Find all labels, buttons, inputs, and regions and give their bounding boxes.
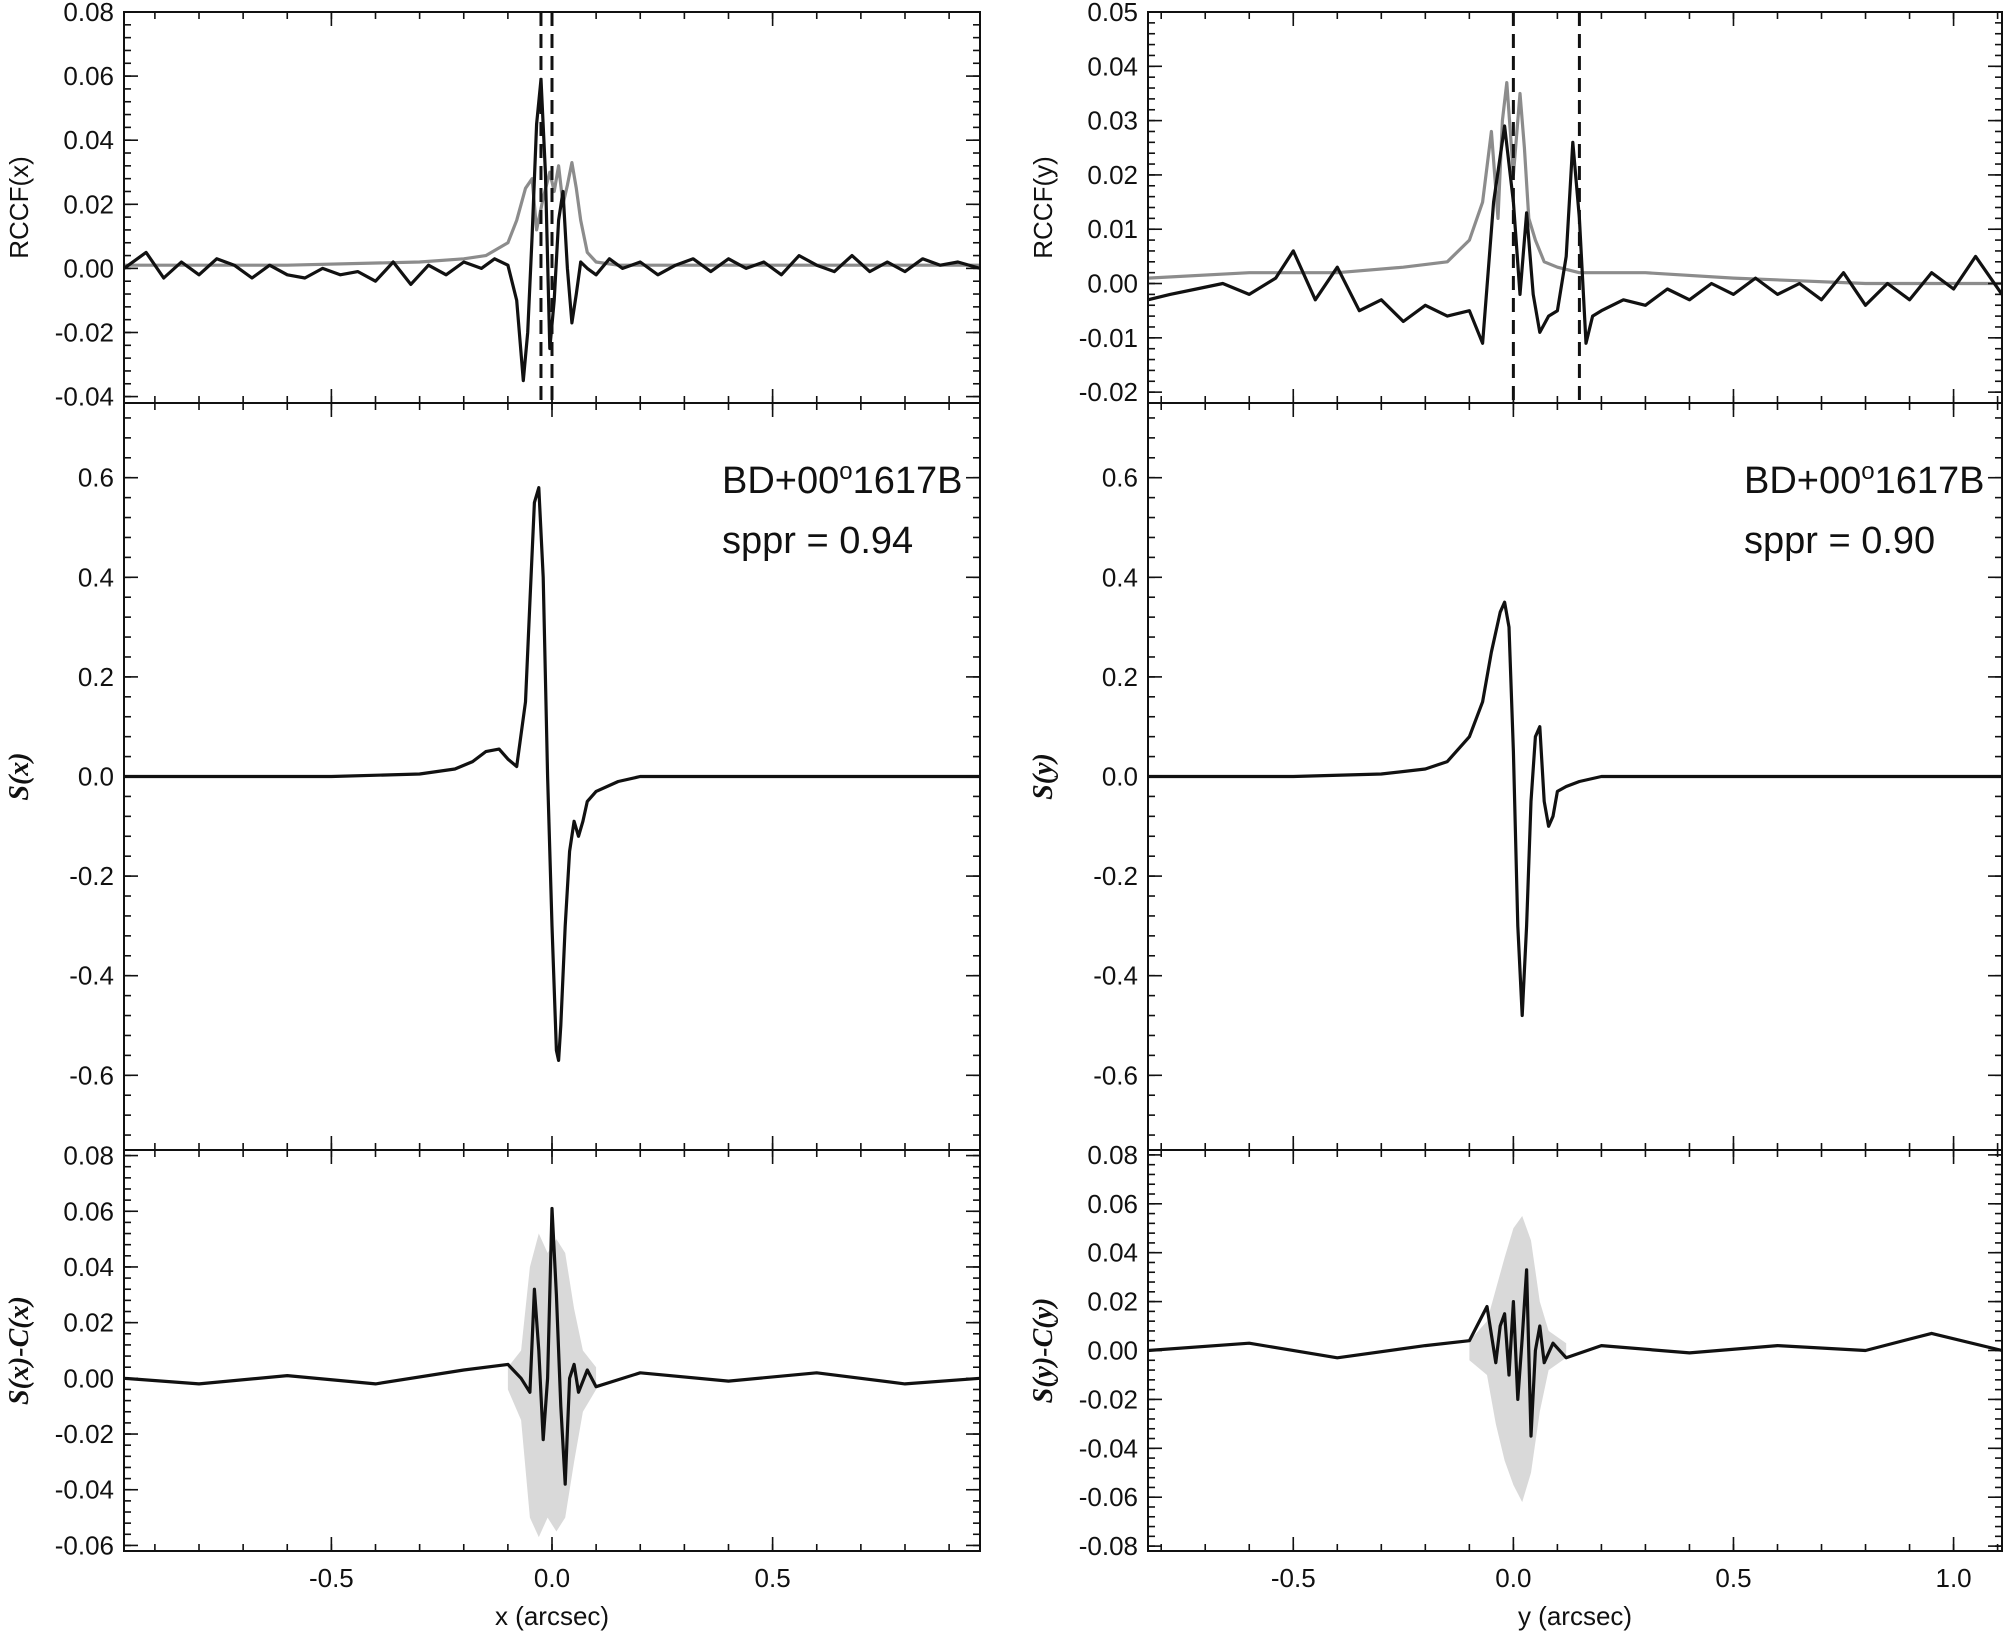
y-tick-label: 0.6 xyxy=(1102,463,1138,493)
y-tick-label: 0.0 xyxy=(78,762,114,792)
y-tick-label: -0.04 xyxy=(55,382,114,412)
y-tick-label: 0.04 xyxy=(1087,1238,1138,1268)
x-axis-title: x (arcsec) xyxy=(495,1601,609,1631)
uncertainty-band xyxy=(1469,1216,1567,1503)
y-tick-label: 0.08 xyxy=(63,1141,114,1171)
y-tick-label: 0.2 xyxy=(1102,662,1138,692)
y-axis-title: S(x)-C(x) xyxy=(4,1296,35,1405)
y-tick-label: 0.00 xyxy=(63,253,114,283)
y-tick-label: 0.05 xyxy=(1087,0,1138,27)
y-tick-label: 0.08 xyxy=(63,0,114,27)
y-tick-label: -0.04 xyxy=(55,1475,114,1505)
uncertainty-band xyxy=(507,1233,597,1538)
y-tick-label: 0.08 xyxy=(1087,1140,1138,1170)
series-line xyxy=(1148,124,2002,345)
panel-frame xyxy=(1147,1149,2003,1552)
y-tick-label: -0.01 xyxy=(1079,323,1138,353)
x-axis-title: y (arcsec) xyxy=(1518,1601,1632,1631)
x-tick-label: 0.0 xyxy=(534,1563,570,1593)
x-tick-label: -0.5 xyxy=(309,1563,354,1593)
y-tick-label: -0.02 xyxy=(55,317,114,347)
y-tick-label: 0.04 xyxy=(1087,51,1138,81)
y-tick-label: 0.01 xyxy=(1087,214,1138,244)
series-line xyxy=(124,1206,980,1486)
y-axis-title: RCCF(x) xyxy=(4,156,34,259)
panel-left-bottom: -0.06 -0.04 -0.02 0.00 0.02 0.04 0.06 0.08 -0.5 0… xyxy=(4,1141,981,1631)
y-axis-title: S(y)-C(y) xyxy=(1028,1298,1059,1404)
panel-left-middle: -0.6 -0.4 -0.2 0.0 0.2 0.4 0.6 S(x) BD+00o1617B s… xyxy=(4,402,981,1151)
y-tick-label: 0.00 xyxy=(63,1363,114,1393)
panel-right-middle: -0.6 -0.4 -0.2 0.0 0.2 0.4 0.6 S(y) BD+00o1617B s… xyxy=(1028,402,2003,1151)
y-tick-label: 0.06 xyxy=(63,1196,114,1226)
y-tick-label: -0.02 xyxy=(1079,1384,1138,1414)
x-tick-label: 1.0 xyxy=(1935,1563,1971,1593)
sppr-label: sppr = 0.90 xyxy=(1744,520,1935,562)
y-tick-label: 0.4 xyxy=(78,562,114,592)
y-tick-label: 0.02 xyxy=(63,189,114,219)
y-tick-label: 0.04 xyxy=(63,125,114,155)
series-line xyxy=(1148,1268,2002,1438)
panel-frame xyxy=(1147,11,2003,404)
x-tick-label: 0.0 xyxy=(1495,1563,1531,1593)
y-tick-label: 0.06 xyxy=(63,61,114,91)
y-tick-label: -0.08 xyxy=(1079,1531,1138,1561)
y-tick-label: -0.6 xyxy=(1093,1060,1138,1090)
series-line xyxy=(1148,600,2002,1018)
y-tick-label: -0.2 xyxy=(1093,861,1138,891)
panel-right-top: -0.02 -0.01 0.00 0.01 0.02 0.03 0.04 0.05 RCCF(y… xyxy=(1028,0,2003,407)
x-tick-label: 0.5 xyxy=(1715,1563,1751,1593)
x-tick-label: 0.5 xyxy=(755,1563,791,1593)
y-tick-label: 0.0 xyxy=(1102,762,1138,792)
y-axis-title: S(x) xyxy=(4,752,35,800)
y-tick-label: 0.00 xyxy=(1087,269,1138,299)
y-tick-label: -0.6 xyxy=(69,1060,114,1090)
y-axis-title: S(y) xyxy=(1028,753,1059,800)
y-tick-label: -0.06 xyxy=(55,1530,114,1560)
y-tick-label: -0.2 xyxy=(69,861,114,891)
y-tick-label: 0.06 xyxy=(1087,1189,1138,1219)
y-tick-label: 0.4 xyxy=(1102,562,1138,592)
y-tick-label: -0.06 xyxy=(1079,1482,1138,1512)
y-tick-label: 0.6 xyxy=(78,463,114,493)
y-tick-label: 0.04 xyxy=(63,1252,114,1282)
y-tick-label: -0.02 xyxy=(55,1419,114,1449)
y-tick-label: 0.02 xyxy=(1087,160,1138,190)
y-tick-label: 0.2 xyxy=(78,662,114,692)
panel-left-top: -0.04 -0.02 0.00 0.02 0.04 0.06 0.08 RCCF(x) xyxy=(4,0,981,412)
series-line xyxy=(124,161,980,267)
y-axis-title: RCCF(y) xyxy=(1028,156,1058,259)
y-tick-label: 0.02 xyxy=(63,1308,114,1338)
y-tick-label: 0.02 xyxy=(1087,1287,1138,1317)
y-tick-label: 0.03 xyxy=(1087,106,1138,136)
star-name-label: BD+00o1617B xyxy=(1744,458,1985,502)
x-tick-label: -0.5 xyxy=(1271,1563,1316,1593)
y-tick-label: -0.4 xyxy=(69,961,114,991)
y-tick-label: -0.04 xyxy=(1079,1433,1138,1463)
y-tick-label: -0.4 xyxy=(1093,961,1138,991)
y-tick-label: 0.00 xyxy=(1087,1336,1138,1366)
series-line xyxy=(1148,81,2002,286)
sppr-label: sppr = 0.94 xyxy=(722,520,913,562)
series-line xyxy=(124,486,980,1062)
star-name-label: BD+00o1617B xyxy=(722,458,963,502)
panel-right-bottom: -0.08 -0.06 -0.04 -0.02 0.00 0.02 0.04 0.06 0.08… xyxy=(1028,1140,2003,1631)
y-tick-label: -0.02 xyxy=(1079,377,1138,407)
